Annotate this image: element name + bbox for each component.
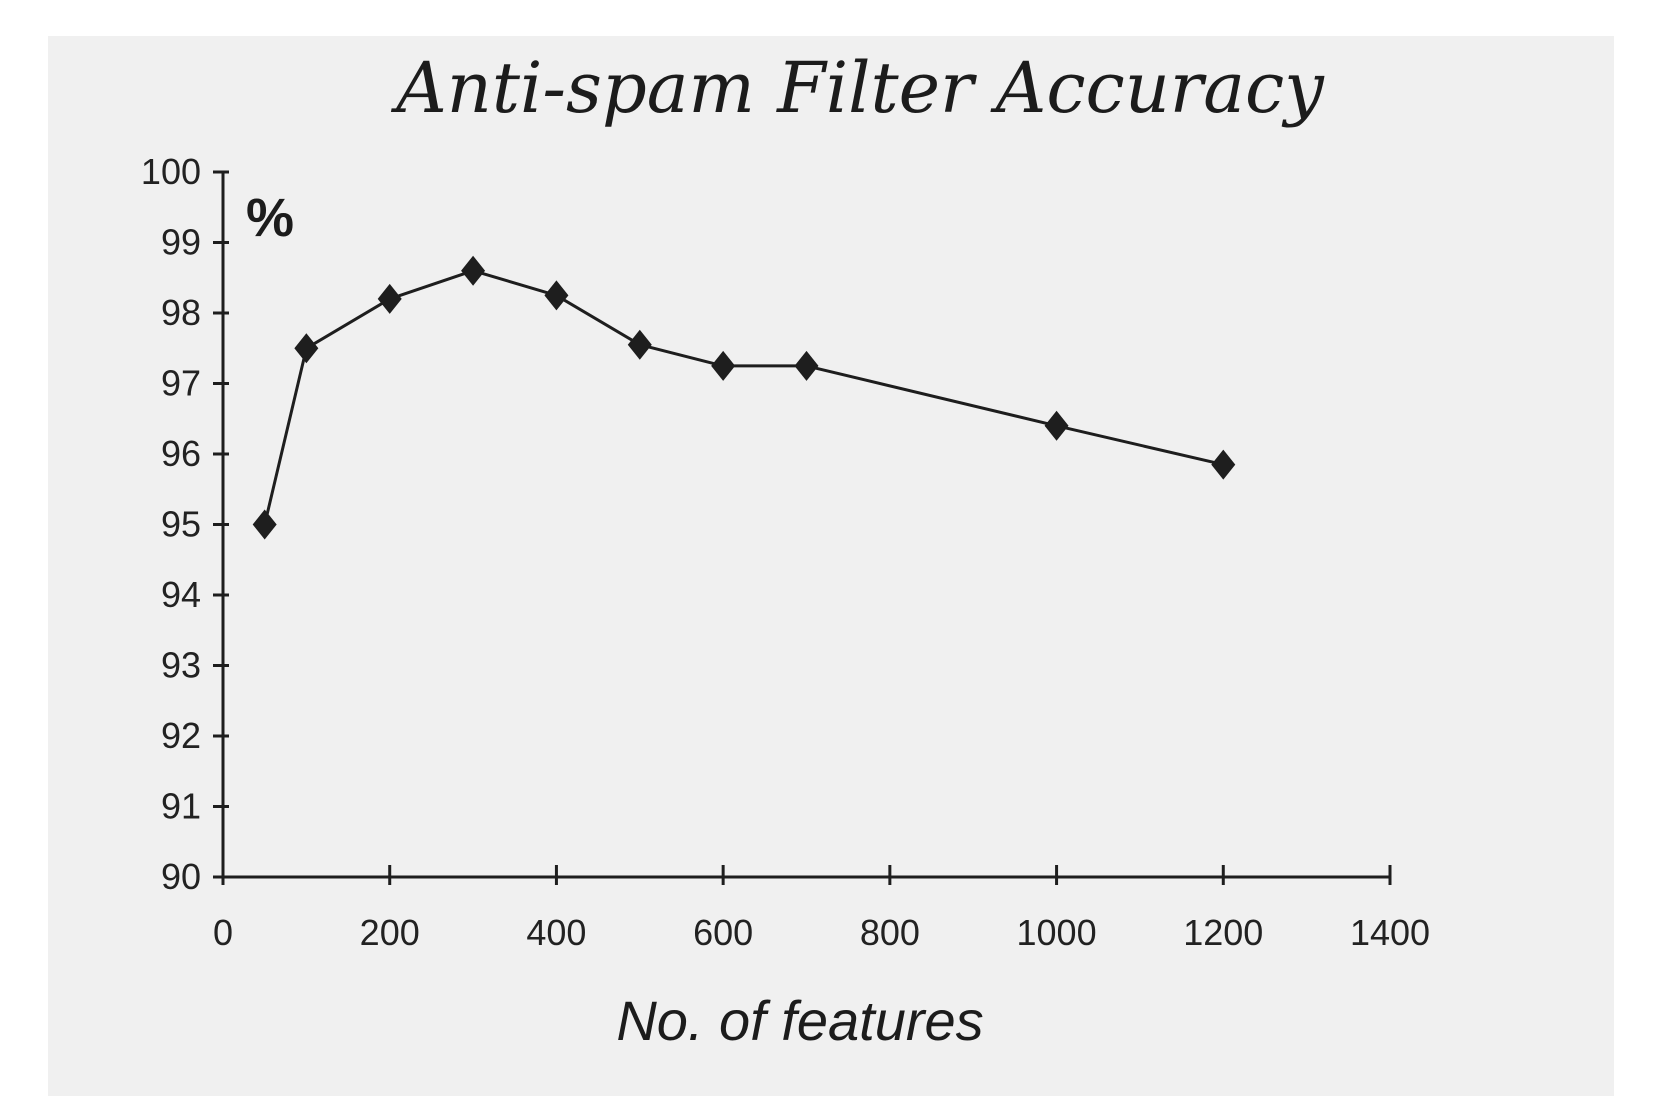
chart-title: Anti-spam Filter Accuracy — [390, 47, 1325, 129]
series-layer — [252, 255, 1236, 540]
y-tick-label: 99 — [161, 222, 201, 263]
x-tick-label: 400 — [526, 912, 586, 953]
x-tick-label: 200 — [360, 912, 420, 953]
y-tick-label: 95 — [161, 504, 201, 545]
y-tick-label: 97 — [161, 363, 201, 404]
x-tick-label: 1200 — [1183, 912, 1263, 953]
x-tick-label: 800 — [860, 912, 920, 953]
data-point-marker — [294, 333, 319, 364]
x-tick-label: 0 — [213, 912, 233, 953]
data-point-marker — [1044, 410, 1069, 441]
data-point-marker — [461, 255, 486, 286]
y-axis-label: % — [246, 188, 294, 248]
y-tick-label: 93 — [161, 645, 201, 686]
y-tick-label: 94 — [161, 574, 201, 615]
y-tick-label: 100 — [141, 151, 201, 192]
data-point-marker — [377, 283, 402, 314]
series-line — [263, 269, 1224, 525]
data-point-marker — [711, 350, 736, 381]
y-tick-label: 98 — [161, 292, 201, 333]
x-tick-label: 1000 — [1017, 912, 1097, 953]
y-tick-label: 91 — [161, 786, 201, 827]
x-tick-label: 1400 — [1350, 912, 1430, 953]
x-axis-label: No. of features — [616, 989, 983, 1052]
data-point-marker — [1211, 449, 1236, 480]
y-tick-label: 90 — [161, 856, 201, 897]
chart-background — [48, 36, 1614, 1096]
data-point-marker — [544, 280, 569, 311]
x-tick-label: 600 — [693, 912, 753, 953]
data-point-marker — [627, 329, 652, 360]
data-point-marker — [252, 509, 277, 540]
data-point-marker — [794, 350, 819, 381]
y-tick-label: 96 — [161, 433, 201, 474]
y-tick-label: 92 — [161, 715, 201, 756]
